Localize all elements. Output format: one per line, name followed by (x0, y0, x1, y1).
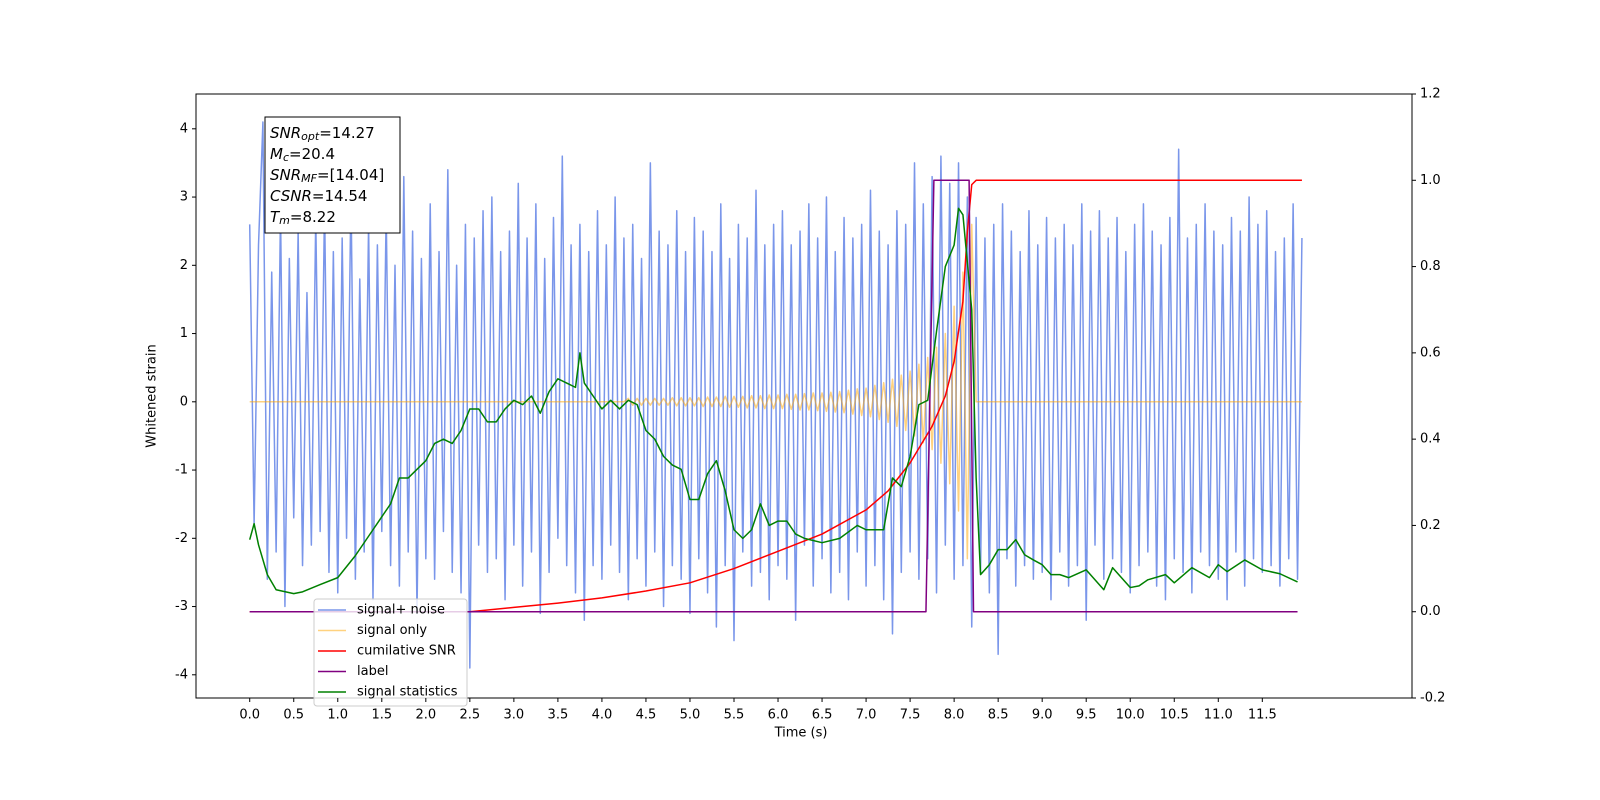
series-line (249, 179, 1302, 613)
x-tick-label: 8.0 (944, 708, 965, 723)
annotation-symbol: SNR (270, 166, 301, 184)
x-tick-label: 0.0 (239, 708, 260, 723)
x-tick-label: 5.5 (724, 708, 745, 723)
annotation-line: SNRopt=14.27 (270, 124, 375, 144)
y-tick-label: -3 (175, 599, 188, 614)
x-tick-label: 4.5 (636, 708, 657, 723)
y2-tick-label: 0.8 (1420, 259, 1441, 274)
y2-tick-label: 1.2 (1420, 87, 1441, 102)
y-tick-label: 2 (180, 258, 188, 273)
annotation-symbol: CSNR (270, 187, 312, 205)
legend-box (313, 598, 468, 707)
annotation-subscript: c (283, 151, 289, 164)
x-tick-label: 0.5 (283, 708, 304, 723)
y-tick-label: -2 (175, 531, 188, 546)
x-tick-label: 6.5 (812, 708, 833, 723)
x-tick-label: 1.5 (371, 708, 392, 723)
legend: signal+ noise signal only cumilative SNR la… (313, 598, 468, 707)
x-tick-label: 6.0 (768, 708, 789, 723)
y-tick-label: 3 (180, 190, 188, 205)
x-tick-label: 5.0 (680, 708, 701, 723)
x-tick-label: 1.0 (327, 708, 348, 723)
annotation-symbol: M (270, 145, 283, 163)
x-tick-label: 8.5 (988, 708, 1009, 723)
annotation-symbol: SNR (270, 124, 301, 142)
annotation-subscript: m (279, 214, 290, 227)
x-tick-label: 2.5 (459, 708, 480, 723)
legend-label: cumilative SNR (357, 644, 456, 659)
annotation-line: CSNR=14.54 (270, 187, 367, 205)
series-line (248, 207, 1298, 595)
x-tick-label: 11.5 (1248, 708, 1277, 723)
x-tick-label: 11.0 (1204, 708, 1233, 723)
series-line (249, 223, 1302, 560)
series-line (249, 179, 1298, 613)
y-tick-label: 0 (180, 394, 188, 409)
x-tick-label: 7.0 (856, 708, 877, 723)
annotation-subscript: opt (301, 130, 320, 143)
y2-tick-label: 0.6 (1420, 345, 1441, 360)
y-tick-label: -4 (175, 667, 188, 682)
annotation-value: =20.4 (289, 145, 335, 163)
legend-label: signal only (357, 623, 427, 638)
annotation-line: Mc=20.4 (270, 145, 335, 165)
plot-area (248, 121, 1303, 669)
y2-tick-label: 1.0 (1420, 173, 1441, 188)
x-tick-label: 2.0 (415, 708, 436, 723)
annotation-symbol: T (270, 208, 281, 226)
annotation-line: SNRMF=[14.04] (270, 166, 384, 186)
x-tick-label: 3.5 (548, 708, 569, 723)
axes-frame (195, 93, 1413, 699)
y-axis-label: Whitened strain (145, 344, 160, 447)
legend-label: signal+ noise (357, 603, 445, 618)
series-line (248, 121, 1303, 669)
y2-tick-label: 0.4 (1420, 432, 1441, 447)
annotation-value: =14.27 (319, 124, 375, 142)
x-tick-label: 7.5 (900, 708, 921, 723)
y2-tick-label: 0.0 (1420, 604, 1441, 619)
annotation-subscript: MF (301, 172, 317, 185)
x-tick-label: 9.5 (1076, 708, 1097, 723)
y-tick-label: 4 (180, 121, 188, 136)
legend-label: label (357, 664, 388, 679)
x-axis-label: Time (s) (774, 726, 828, 741)
annotation-value: =8.22 (290, 208, 336, 226)
x-tick-label: 3.0 (504, 708, 525, 723)
annotation-value: =14.54 (312, 187, 368, 205)
y2-tick-label: -0.2 (1420, 691, 1445, 706)
y2-tick-label: 0.2 (1420, 518, 1441, 533)
annotation: SNRopt=14.27Mc=20.4SNRMF=[14.04]CSNR=14.… (264, 116, 401, 234)
legend-label: signal statistics (357, 685, 458, 700)
x-tick-label: 9.0 (1032, 708, 1053, 723)
x-tick-label: 10.5 (1160, 708, 1189, 723)
x-tick-label: 10.0 (1116, 708, 1145, 723)
x-tick-label: 4.0 (592, 708, 613, 723)
annotation-line: Tm=8.22 (270, 208, 336, 228)
annotation-value: =[14.04] (317, 166, 384, 184)
y-tick-label: 1 (180, 326, 188, 341)
y-tick-label: -1 (175, 463, 188, 478)
annotation-box (264, 116, 401, 234)
